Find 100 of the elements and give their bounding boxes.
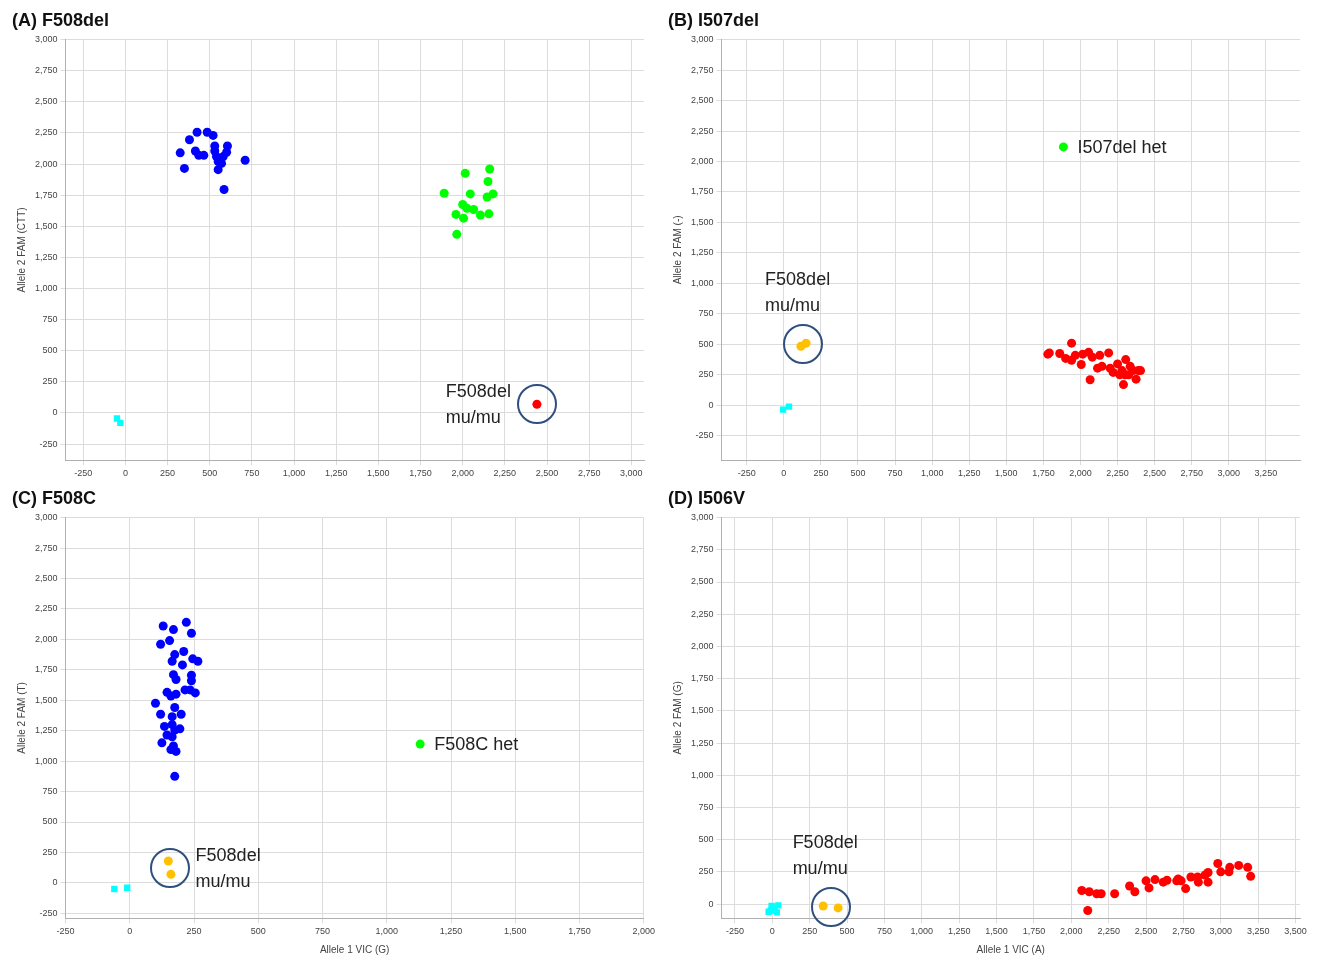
y-tick-label: 250 bbox=[698, 369, 714, 380]
y-tick-label: 2,500 bbox=[34, 96, 58, 107]
x-tick-label: 2,000 bbox=[1069, 468, 1092, 479]
y-tick-label: 0 bbox=[708, 898, 714, 909]
y-tick-label: -250 bbox=[39, 907, 58, 918]
x-tick-label: 3,250 bbox=[1254, 468, 1278, 479]
x-tick-label: 1,750 bbox=[409, 468, 432, 479]
x-tick-label: 1,000 bbox=[282, 468, 306, 479]
y-tick-label: 1,250 bbox=[34, 725, 58, 736]
y-tick-label: 1,750 bbox=[34, 189, 58, 200]
chart-title: (B) I507del bbox=[668, 9, 760, 30]
x-tick-label: 1,250 bbox=[439, 926, 463, 937]
y-axis-title: Allele 2 FAM (T) bbox=[15, 682, 27, 754]
x-tick-label: 750 bbox=[876, 926, 892, 937]
y-tick-label: 1,000 bbox=[34, 755, 58, 766]
x-tick-label: 2,250 bbox=[1097, 926, 1120, 937]
y-tick-label: 500 bbox=[698, 338, 714, 349]
annotation: F508del mu/mu bbox=[792, 831, 858, 881]
x-tick-label: -250 bbox=[74, 468, 93, 479]
x-tick-label: 250 bbox=[186, 926, 202, 937]
chart-title: (A) F508del bbox=[12, 9, 110, 30]
x-tick-label: 2,000 bbox=[451, 468, 474, 479]
chart-title: (D) I506V bbox=[668, 487, 746, 508]
x-tick-label: 1,250 bbox=[957, 468, 981, 479]
x-tick-label: 3,500 bbox=[1284, 926, 1307, 937]
y-tick-label: 2,250 bbox=[690, 608, 714, 619]
y-axis-title: Allele 2 FAM (-) bbox=[671, 215, 683, 285]
y-tick-label: 750 bbox=[42, 786, 58, 797]
y-tick-label: 1,750 bbox=[34, 664, 58, 675]
y-tick-label: 2,000 bbox=[690, 640, 714, 651]
y-tick-label: 2,750 bbox=[690, 64, 714, 75]
y-axis-title: Allele 2 FAM (CTT) bbox=[15, 207, 27, 293]
x-tick-label: 2,750 bbox=[1180, 468, 1203, 479]
y-tick-label: 2,000 bbox=[34, 633, 58, 644]
annotation: I507del het bbox=[1077, 135, 1167, 159]
y-tick-label: 1,000 bbox=[34, 282, 58, 293]
y-tick-label: 1,500 bbox=[34, 694, 58, 705]
x-tick-label: 1,250 bbox=[947, 926, 971, 937]
x-tick-label: 2,500 bbox=[535, 468, 559, 479]
y-tick-label: 2,500 bbox=[690, 95, 714, 106]
y-tick-label: 2,750 bbox=[34, 542, 58, 553]
x-tick-label: 0 bbox=[122, 468, 128, 479]
y-tick-label: 500 bbox=[42, 345, 58, 356]
x-tick-label: 0 bbox=[127, 926, 133, 937]
y-tick-label: 2,250 bbox=[690, 125, 714, 136]
y-tick-label: 2,000 bbox=[690, 156, 714, 166]
y-tick-label: 250 bbox=[698, 866, 714, 877]
annotation: F508del mu/mu bbox=[195, 843, 261, 893]
x-tick-label: 2,250 bbox=[493, 468, 517, 479]
x-tick-label: 1,000 bbox=[920, 468, 944, 479]
x-tick-label: 1,000 bbox=[375, 926, 399, 937]
annotation: F508C het bbox=[434, 733, 519, 757]
x-tick-label: 250 bbox=[813, 468, 829, 479]
x-tick-label: 1,750 bbox=[1032, 468, 1055, 479]
x-tick-label: 1,000 bbox=[910, 926, 934, 937]
y-tick-label: -250 bbox=[695, 430, 714, 441]
x-tick-label: 750 bbox=[314, 926, 331, 937]
y-tick-label: 0 bbox=[52, 877, 58, 888]
y-axis-title: Allele 2 FAM (G) bbox=[671, 681, 683, 755]
x-tick-label: 0 bbox=[769, 926, 775, 937]
y-tick-label: 2,750 bbox=[34, 65, 58, 76]
x-tick-label: 3,000 bbox=[1217, 468, 1241, 479]
x-tick-label: 750 bbox=[887, 468, 903, 479]
x-tick-label: 500 bbox=[839, 926, 855, 937]
y-tick-label: 500 bbox=[42, 816, 58, 827]
x-tick-label: 3,250 bbox=[1246, 926, 1270, 937]
x-tick-label: 2,000 bbox=[632, 926, 655, 937]
x-tick-label: 3,000 bbox=[1209, 926, 1233, 937]
x-tick-label: 500 bbox=[250, 926, 266, 937]
x-tick-label: 1,500 bbox=[995, 468, 1018, 479]
y-tick-label: 3,000 bbox=[34, 512, 58, 523]
y-tick-label: 0 bbox=[52, 407, 58, 418]
x-tick-label: 1,500 bbox=[985, 926, 1008, 937]
annotation: F508del mu/mu bbox=[445, 380, 511, 430]
y-tick-label: 3,000 bbox=[690, 34, 714, 45]
y-tick-label: 2,500 bbox=[34, 572, 58, 583]
x-tick-label: 3,000 bbox=[620, 468, 643, 479]
x-tick-label: 500 bbox=[202, 468, 218, 479]
x-tick-label: 250 bbox=[160, 468, 176, 479]
y-tick-label: 2,000 bbox=[34, 158, 58, 169]
annotation: F508del mu/mu bbox=[765, 268, 831, 318]
x-axis-title: Allele 1 VIC (G) bbox=[319, 943, 390, 955]
y-tick-label: 2,250 bbox=[34, 127, 58, 138]
x-tick-label: 2,750 bbox=[1172, 926, 1195, 937]
y-tick-label: 750 bbox=[42, 314, 58, 325]
y-tick-label: 1,250 bbox=[690, 247, 714, 258]
y-tick-label: 1,750 bbox=[690, 186, 714, 197]
chart-title: (C) F508C bbox=[12, 487, 97, 508]
x-tick-label: 750 bbox=[244, 468, 260, 479]
y-tick-label: 3,000 bbox=[34, 34, 58, 45]
x-tick-label: 500 bbox=[850, 468, 866, 479]
y-tick-label: 0 bbox=[708, 399, 714, 410]
y-tick-label: 3,000 bbox=[690, 512, 714, 523]
y-tick-label: 1,000 bbox=[690, 769, 714, 780]
y-tick-label: 1,250 bbox=[690, 737, 714, 748]
y-tick-label: 1,750 bbox=[690, 673, 714, 684]
x-tick-label: 2,500 bbox=[1143, 468, 1166, 479]
x-tick-label: -250 bbox=[737, 468, 756, 479]
y-tick-label: 250 bbox=[42, 376, 58, 387]
y-tick-label: 750 bbox=[698, 308, 714, 319]
